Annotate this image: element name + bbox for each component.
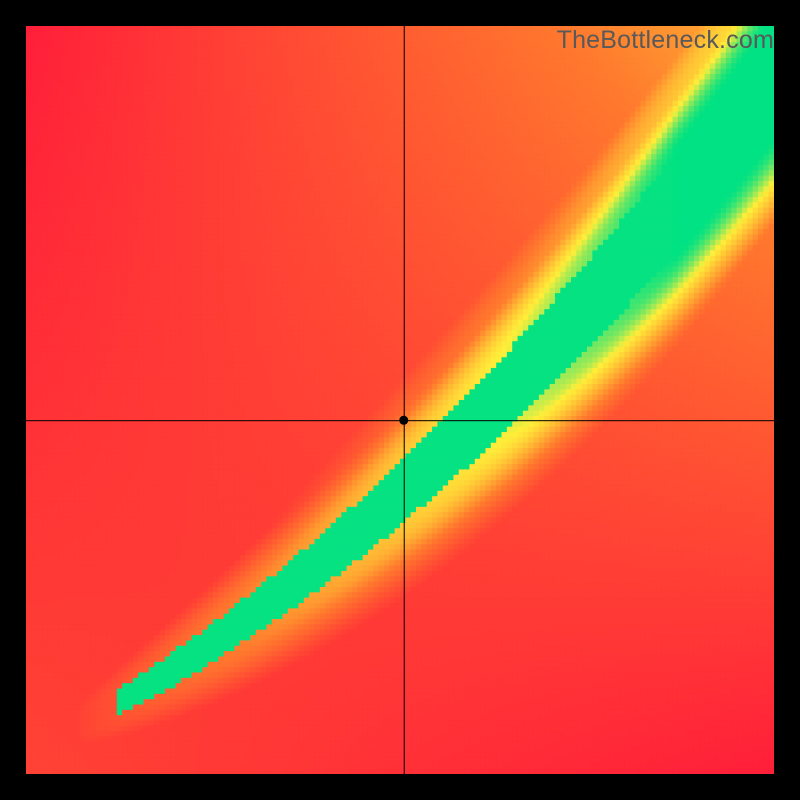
bottleneck-heatmap — [26, 26, 774, 774]
watermark-text: TheBottleneck.com — [557, 26, 774, 55]
chart-root: TheBottleneck.com — [0, 0, 800, 800]
